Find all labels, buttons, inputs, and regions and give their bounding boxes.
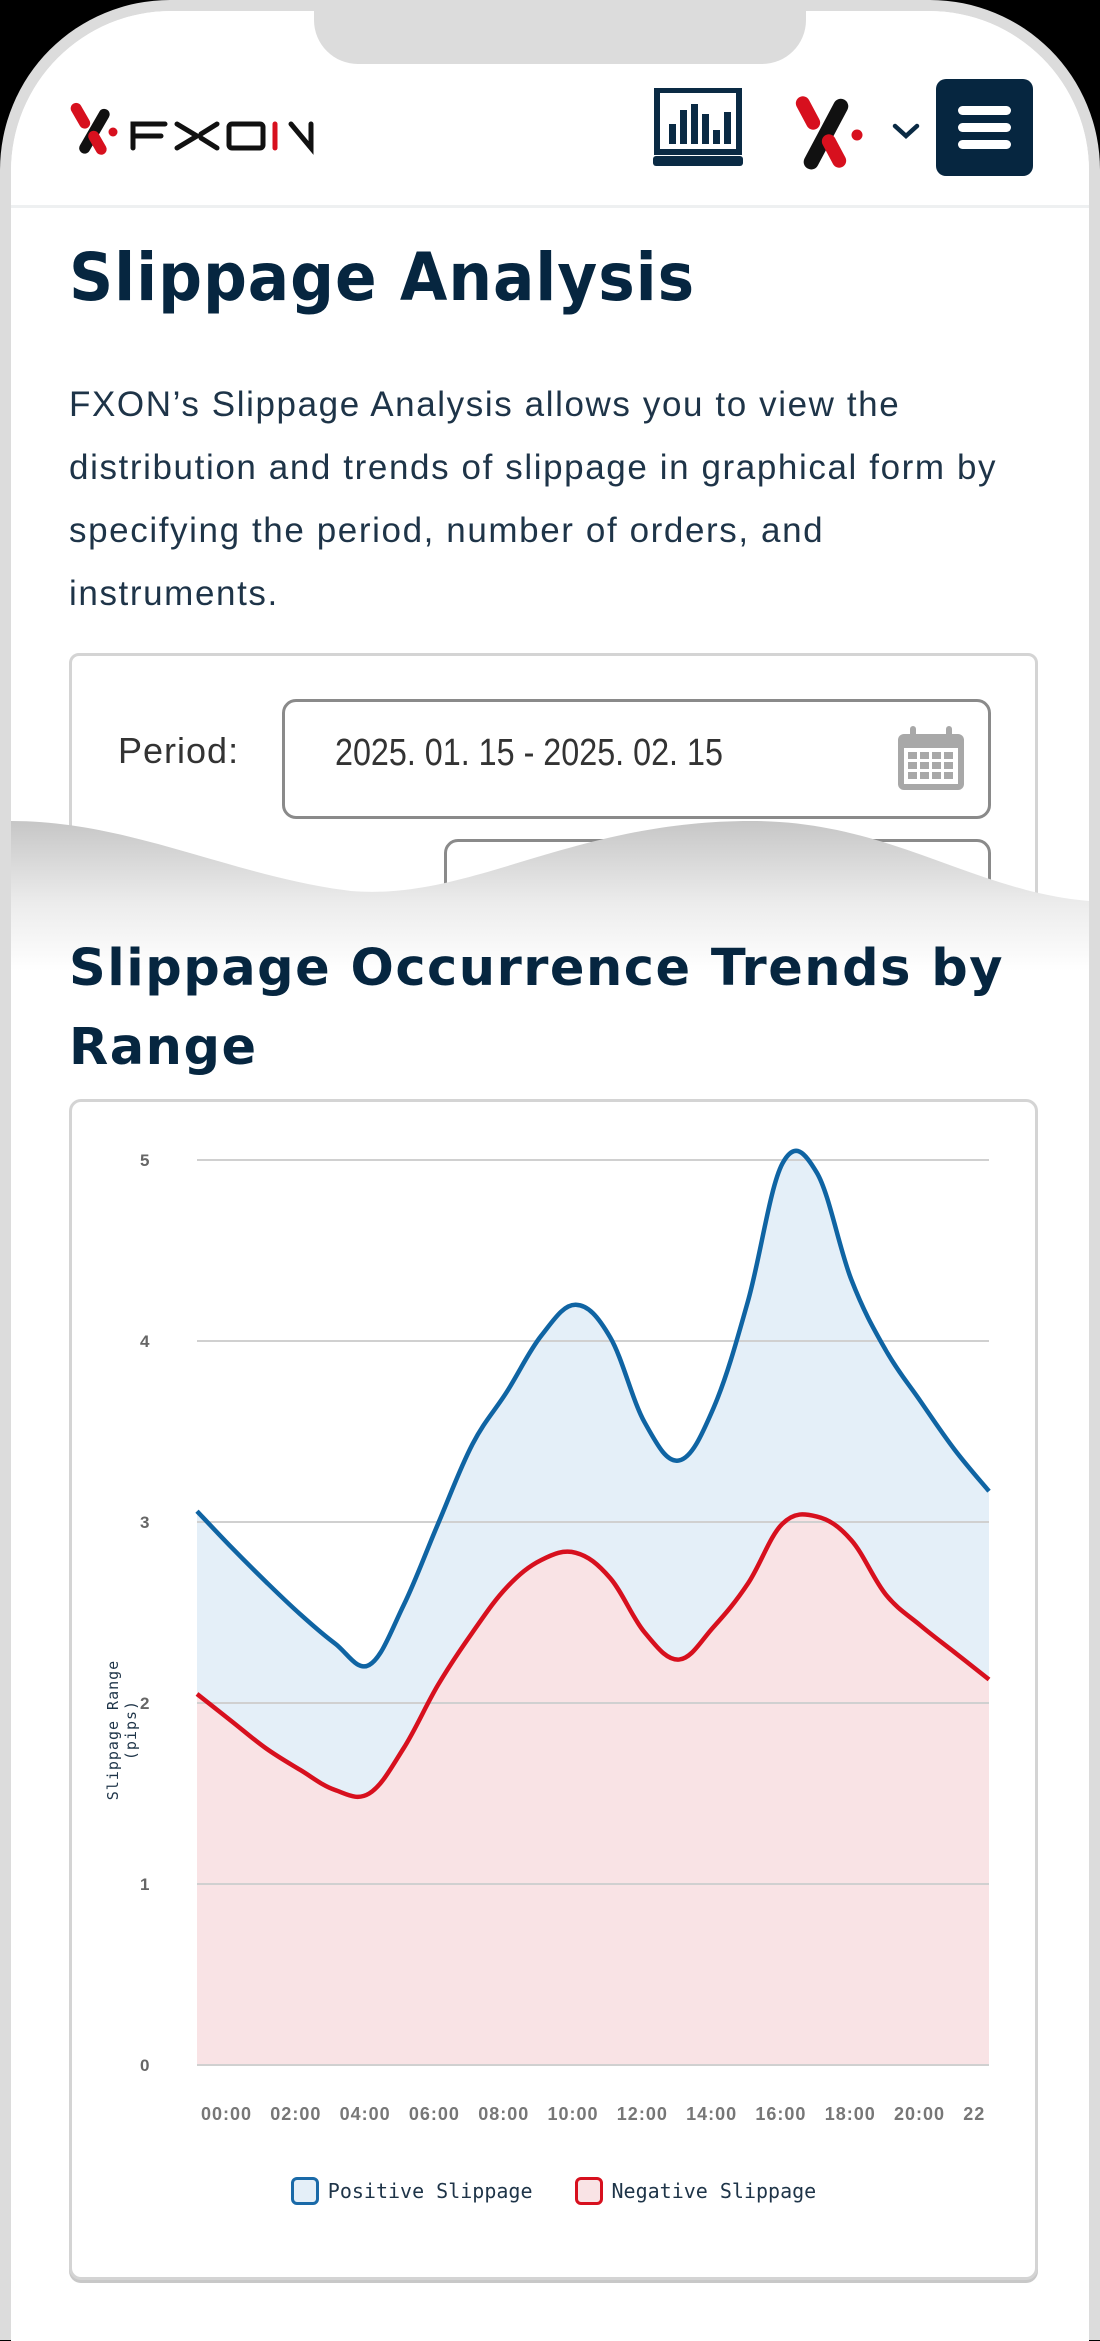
x-tick-label: 22	[963, 2104, 985, 2124]
phone-screen: Slippage Analysis FXON’s Slippage Analys…	[11, 11, 1089, 2341]
hamburger-bar-icon	[958, 140, 1011, 149]
x-tick-label: 06:00	[409, 2104, 460, 2124]
positive-swatch-icon	[290, 2177, 319, 2205]
x-tick-label: 08:00	[478, 2104, 529, 2124]
torn-page-divider	[11, 821, 1089, 971]
x-tick-label: 02:00	[270, 2104, 321, 2124]
page-description: FXON’s Slippage Analysis allows you to v…	[69, 385, 998, 613]
fxon-x-icon[interactable]	[791, 93, 867, 173]
legend-label: Negative Slippage	[611, 2179, 817, 2203]
x-tick-label: 00:00	[201, 2104, 252, 2124]
y-tick-label: 2	[140, 1694, 149, 1713]
x-tick-label: 20:00	[894, 2104, 945, 2124]
series-area	[197, 1514, 989, 2065]
chart-card: 0 1 2 3 4 5 00:00 02:00 04:00 06:00 08:00 10:00 12:0…	[69, 1099, 1038, 2280]
x-tick-label: 18:00	[825, 2104, 876, 2124]
y-tick-label: 5	[140, 1151, 149, 1170]
x-tick-label: 10:00	[548, 2104, 599, 2124]
y-tick-label: 1	[140, 1875, 149, 1894]
hamburger-menu-button[interactable]	[936, 79, 1033, 176]
y-axis-label: Slippage Range (pips)	[104, 1659, 140, 1801]
period-date-value: 2025. 01. 15 - 2025. 02. 15	[335, 732, 723, 774]
series-line[interactable]	[195, 1512, 991, 1800]
y-tick-label: 4	[140, 1332, 150, 1351]
x-tick-label: 14:00	[686, 2104, 737, 2124]
series-line[interactable]	[195, 1148, 991, 1669]
page-title: Slippage Analysis	[69, 239, 696, 316]
legend-label: Positive Slippage	[327, 2179, 533, 2203]
y-tick-label: 0	[140, 2056, 149, 2075]
chart-monitor-icon[interactable]	[653, 88, 743, 168]
period-date-range-input[interactable]: 2025. 01. 15 - 2025. 02. 15	[282, 699, 991, 819]
hamburger-bar-icon	[958, 123, 1011, 132]
negative-swatch-icon	[574, 2177, 603, 2205]
legend-positive-slippage[interactable]: Positive Slippage	[290, 2177, 533, 2205]
period-label: Period:	[118, 730, 240, 771]
x-tick-label: 16:00	[755, 2104, 806, 2124]
slippage-area-chart[interactable]: 0 1 2 3 4 5 00:00 02:00 04:00 06:00 08:00 10:00 12:0…	[72, 1102, 1035, 2277]
phone-notch	[314, 11, 806, 64]
fxon-logo-icon[interactable]	[69, 98, 349, 158]
x-tick-label: 12:00	[617, 2104, 668, 2124]
section-title: Slippage Occurrence Trends by Range	[69, 939, 1004, 1077]
hamburger-bar-icon	[958, 106, 1011, 115]
chart-legend: Positive Slippage Negative Slippage	[72, 2177, 1035, 2205]
y-tick-label: 3	[140, 1513, 149, 1532]
legend-negative-slippage[interactable]: Negative Slippage	[574, 2177, 817, 2205]
chevron-down-icon[interactable]	[891, 121, 921, 141]
x-tick-label: 04:00	[340, 2104, 391, 2124]
calendar-icon[interactable]	[896, 726, 966, 792]
